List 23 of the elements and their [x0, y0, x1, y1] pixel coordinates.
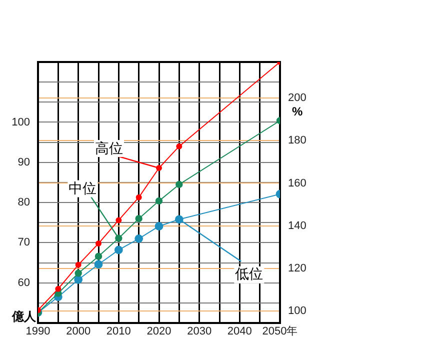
- y-tick-label: 90: [18, 156, 30, 168]
- annotation: 低位: [235, 265, 264, 282]
- x-tick-label: 1990: [26, 326, 50, 338]
- x-tick-label: 2030: [187, 326, 212, 338]
- x-tick-label: 2050年: [262, 326, 298, 338]
- x-tick-label: 2010: [106, 326, 131, 338]
- y-tick-label: 80: [18, 196, 30, 209]
- y-axis-title: 億人: [11, 309, 37, 324]
- annotation: 中位: [68, 180, 97, 196]
- y2-tick-label: 120: [288, 262, 306, 274]
- y2-tick-label: 180: [288, 134, 306, 147]
- annotation: 高位: [95, 140, 123, 156]
- x-tick-label: 2020: [146, 326, 172, 338]
- y2-tick-label: 160: [288, 177, 306, 190]
- x-tick-label: 2040: [227, 326, 252, 338]
- y2-tick-label: 140: [288, 220, 306, 232]
- y2-axis-title: %: [292, 104, 303, 118]
- y-tick-label: 60: [18, 276, 30, 289]
- y2-tick-label: 200: [288, 92, 306, 104]
- y2-tick-label: 100: [288, 304, 306, 317]
- y-tick-label: 100: [12, 116, 30, 128]
- x-tick-label: 2000: [66, 326, 91, 338]
- y-tick-label: 70: [18, 236, 30, 249]
